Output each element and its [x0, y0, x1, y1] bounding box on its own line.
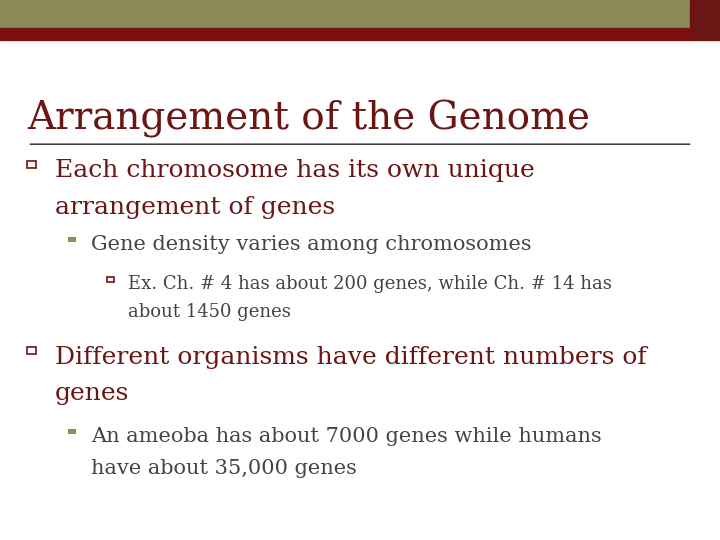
Text: about 1450 genes: about 1450 genes: [128, 303, 291, 321]
Text: genes: genes: [55, 382, 129, 406]
Text: Different organisms have different numbers of: Different organisms have different numbe…: [55, 346, 647, 369]
Text: An ameoba has about 7000 genes while humans: An ameoba has about 7000 genes while hum…: [91, 427, 602, 446]
Text: have about 35,000 genes: have about 35,000 genes: [91, 459, 357, 478]
Text: Arrangement of the Genome: Arrangement of the Genome: [27, 100, 590, 138]
Text: Ex. Ch. # 4 has about 200 genes, while Ch. # 14 has: Ex. Ch. # 4 has about 200 genes, while C…: [128, 275, 612, 293]
Text: arrangement of genes: arrangement of genes: [55, 196, 335, 219]
Text: Gene density varies among chromosomes: Gene density varies among chromosomes: [91, 235, 532, 254]
Text: Each chromosome has its own unique: Each chromosome has its own unique: [55, 159, 534, 183]
